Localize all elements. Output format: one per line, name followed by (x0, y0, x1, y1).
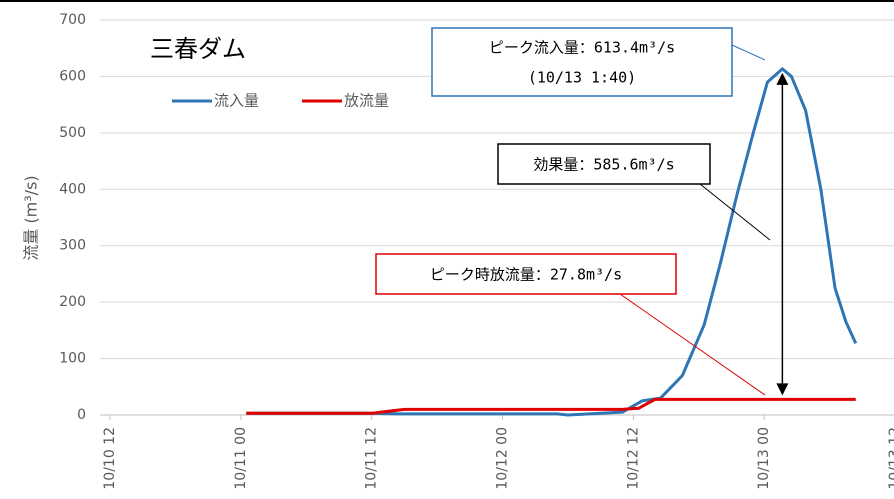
x-tick-label: 10/13 00 (756, 427, 772, 490)
x-tick-label: 10/13 12 (887, 427, 894, 490)
legend-label: 放流量 (344, 92, 389, 110)
x-tick-label: 10/11 00 (233, 427, 249, 490)
x-tick-label: 10/11 12 (364, 427, 380, 490)
peak-time-label: (10/13 1:40) (528, 69, 636, 87)
y-tick-label: 500 (59, 125, 86, 141)
leader-line (619, 293, 766, 396)
y-axis-label: 流量 (m³/s) (22, 175, 41, 260)
y-tick-label: 700 (59, 12, 86, 28)
chart-title: 三春ダム (150, 35, 246, 63)
arrow-head (776, 383, 789, 396)
y-tick-label: 600 (59, 68, 86, 84)
line-series (246, 67, 858, 417)
x-tick-label: 10/12 00 (495, 427, 511, 490)
y-tick-label: 200 (59, 294, 86, 310)
y-tick-label: 300 (59, 238, 86, 254)
peak-outflow-label: ピーク時放流量：27.8m³/s (430, 266, 622, 284)
annotations: ピーク流入量：613.4m³/s (10/13 1:40) 効果量：585.6m… (375, 27, 771, 396)
y-tick-label: 400 (59, 181, 86, 197)
leader-line (699, 183, 771, 241)
leader-line (731, 44, 766, 61)
x-tick-label: 10/12 12 (625, 427, 641, 490)
effect-box (497, 143, 711, 185)
peak-inflow-box (431, 27, 733, 97)
peak-outflow-box (375, 253, 677, 295)
legend-label: 流入量 (214, 92, 259, 110)
effect-label: 効果量：585.6m³/s (533, 156, 674, 174)
peak-inflow-label: ピーク流入量：613.4m³/s (489, 39, 675, 57)
y-tick-label: 0 (77, 407, 86, 423)
arrow-head (776, 72, 789, 85)
x-tick-label: 10/10 12 (102, 427, 118, 490)
line-series (246, 397, 856, 415)
y-tick-label: 100 (59, 351, 86, 367)
